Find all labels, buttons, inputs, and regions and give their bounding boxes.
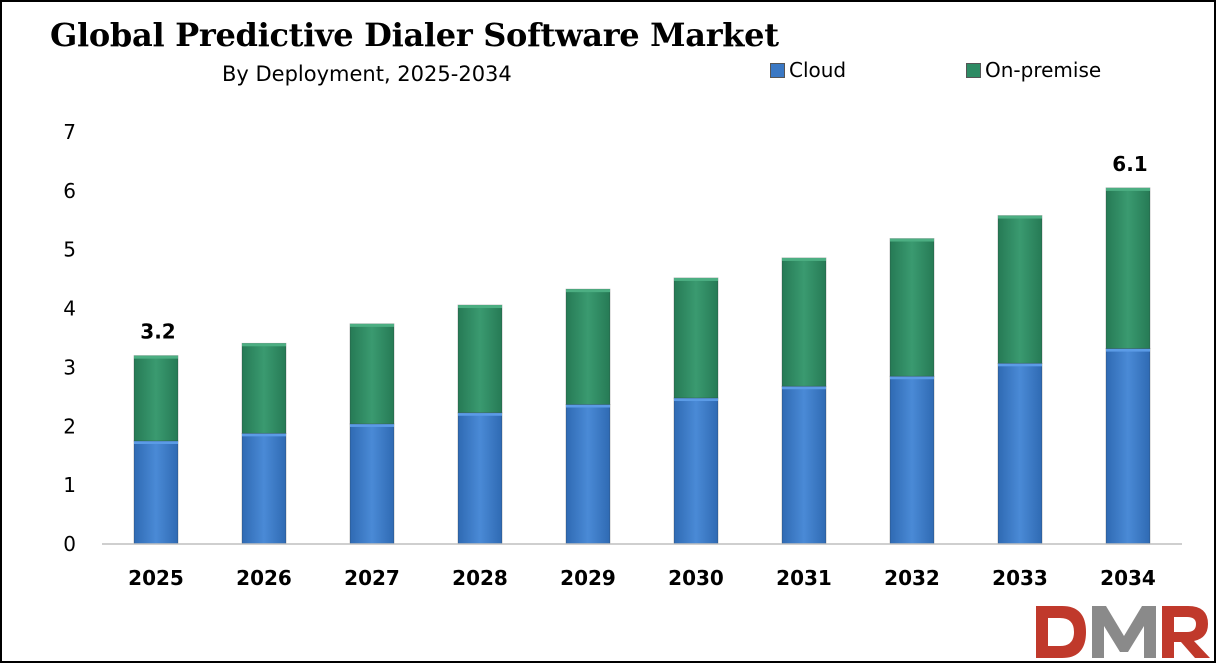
bar-cloud-2028	[457, 412, 503, 545]
x-tick-label: 2032	[884, 566, 940, 590]
bar-on-premise-2031	[781, 257, 827, 387]
bar-cloud-2028-bevel	[458, 412, 502, 416]
x-tick-label: 2026	[236, 566, 292, 590]
bar-on-premise-2032-bevel	[890, 238, 934, 242]
y-tick-label: 2	[63, 414, 76, 438]
bar-cloud-2026-bevel	[242, 433, 286, 437]
bar-cloud-2027-bevel	[350, 423, 394, 427]
chart-title: Global Predictive Dialer Software Market	[50, 16, 779, 54]
bar-cloud-2025-bevel	[134, 441, 178, 444]
bar-cloud-2029	[565, 404, 611, 545]
bar-on-premise-2028-bevel	[458, 305, 502, 309]
bar-on-premise-2033-bevel	[998, 215, 1042, 219]
bar-cloud-2031	[781, 385, 827, 545]
legend-swatch-cloud	[770, 62, 785, 78]
y-tick-label: 0	[63, 532, 76, 556]
x-tick-label: 2030	[668, 566, 724, 590]
y-tick-label: 6	[63, 179, 76, 203]
y-tick-label: 4	[63, 297, 76, 321]
x-tick-label: 2025	[128, 566, 184, 590]
bar-cloud-2033	[997, 362, 1043, 545]
bar-cloud-2030-bevel	[674, 398, 718, 402]
bar-cloud-2034	[1105, 348, 1151, 545]
bar-cloud-2026	[241, 432, 287, 545]
bar-cloud-2030	[673, 397, 719, 545]
bar-cloud-2029-bevel	[566, 404, 610, 408]
bar-cloud-2027	[349, 423, 395, 545]
bar-on-premise-2029	[565, 288, 611, 405]
legend-item-cloud: Cloud	[770, 58, 846, 82]
bar-on-premise-2029-bevel	[566, 289, 610, 293]
bar-on-premise-2030	[673, 277, 719, 399]
bars	[133, 187, 1151, 545]
bar-on-premise-2028	[457, 304, 503, 414]
bar-cloud-2031-bevel	[782, 386, 826, 390]
y-tick-label: 5	[63, 238, 76, 262]
bar-cloud-2034-bevel	[1106, 348, 1150, 352]
x-axis: 2025 2026 2027 2028 2029 2030 2031 2032 2033 2034	[128, 566, 1156, 590]
bar-on-premise-2026-bevel	[242, 343, 286, 347]
y-tick-label: 1	[63, 473, 76, 497]
x-tick-label: 2027	[344, 566, 400, 590]
legend-item-on-premise: On-premise	[966, 58, 1101, 82]
bar-cloud-2025	[133, 440, 179, 545]
bar-on-premise-2027-bevel	[350, 323, 394, 327]
bar-on-premise-2025	[133, 355, 179, 442]
bar-on-premise-2033	[997, 215, 1043, 364]
bar-cloud-2032	[889, 375, 935, 545]
bar-on-premise-2034-bevel	[1106, 187, 1150, 191]
x-tick-label: 2033	[992, 566, 1048, 590]
x-tick-label: 2034	[1100, 566, 1156, 590]
y-tick-label: 3	[63, 355, 76, 379]
bar-on-premise-2030-bevel	[674, 277, 718, 281]
legend-label-on-premise: On-premise	[985, 58, 1102, 82]
bar-on-premise-2025-bevel	[134, 355, 178, 359]
bar-on-premise-2031-bevel	[782, 257, 826, 261]
legend-label-cloud: Cloud	[789, 58, 847, 82]
bar-on-premise-2027	[349, 323, 395, 425]
x-tick-label: 2031	[776, 566, 832, 590]
x-tick-label: 2029	[560, 566, 616, 590]
bar-on-premise-2034	[1105, 187, 1151, 349]
bar-cloud-2032-bevel	[890, 376, 934, 380]
y-axis: 0 1 2 3 4 5 6 7	[63, 120, 76, 556]
data-label-2034: 6.1	[1112, 152, 1147, 176]
chart-subtitle: By Deployment, 2025-2034	[222, 62, 512, 86]
data-labels: 3.2 6.1	[140, 152, 1147, 344]
x-tick-label: 2028	[452, 566, 508, 590]
bar-cloud-2033-bevel	[998, 363, 1042, 367]
bar-on-premise-2026	[241, 342, 287, 434]
dmr-logo	[1036, 606, 1210, 658]
data-label-2025: 3.2	[140, 320, 175, 344]
y-tick-label: 7	[63, 120, 76, 144]
bar-on-premise-2032	[889, 238, 935, 377]
legend-swatch-on-premise	[966, 62, 981, 78]
